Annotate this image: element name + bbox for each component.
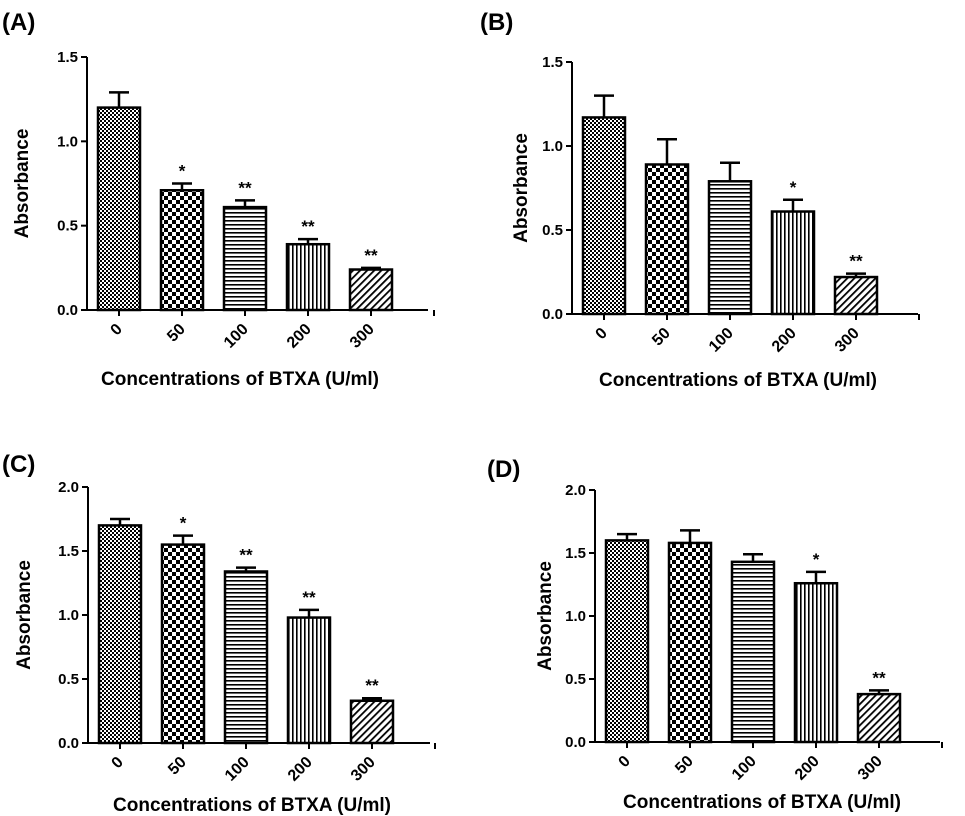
x-tick-label: 200 (284, 321, 315, 352)
x-axis-label: Concentrations of BTXA (U/ml) (623, 792, 901, 813)
x-tick-label: 200 (285, 754, 316, 785)
y-tick-label: 0.5 (57, 218, 78, 235)
y-tick-label: 0.0 (58, 735, 79, 752)
panel-label: (B) (480, 9, 513, 36)
chart-panel-b: (B) 0.0 0.5 1.0 1.5 Absorbance Concentrations … (480, 9, 920, 391)
bar-300 (348, 268, 394, 312)
y-tick-label: 1.0 (565, 608, 586, 625)
bar-100 (707, 180, 753, 316)
y-tick-label: 1.5 (565, 545, 586, 562)
x-tick-label: 100 (221, 321, 252, 352)
x-tick-label: 0 (616, 753, 634, 771)
bar-100 (222, 205, 268, 312)
y-tick-label: 0.5 (542, 222, 563, 239)
significance-marker: ** (849, 252, 863, 271)
x-tick-label: 50 (164, 321, 189, 346)
x-tick-label: 200 (769, 325, 800, 356)
x-tick-label: 100 (729, 753, 760, 784)
y-tick-label: 1.5 (58, 543, 79, 560)
bar-300 (349, 699, 395, 745)
y-tick-label: 2.0 (565, 482, 586, 499)
significance-marker: * (179, 162, 186, 181)
y-tick-label: 2.0 (58, 479, 79, 496)
x-tick-label: 50 (649, 325, 674, 350)
x-tick-label: 200 (792, 753, 823, 784)
panel-label: (A) (2, 9, 35, 36)
bar-0 (604, 539, 650, 744)
bar-0 (97, 524, 143, 745)
bar-300 (833, 275, 879, 316)
x-tick-label: 100 (222, 754, 253, 785)
y-tick-label: 0.5 (58, 671, 79, 688)
bar-50 (160, 543, 206, 745)
y-axis-label: Absorbance (535, 561, 556, 671)
bar-100 (730, 560, 776, 744)
bar-0 (581, 116, 627, 316)
y-tick-label: 1.5 (542, 54, 563, 71)
bar-300 (856, 692, 902, 744)
chart-panel-d: (D) 0.0 0.5 1.0 1.5 2.0 Absorbance Concentratio… (487, 456, 943, 813)
x-axis-label: Concentrations of BTXA (U/ml) (101, 369, 379, 390)
y-tick-label: 0.0 (565, 734, 586, 751)
bar-200 (793, 581, 839, 744)
y-tick-label: 1.0 (542, 138, 563, 155)
x-axis-label: Concentrations of BTXA (U/ml) (113, 795, 391, 816)
bar-200 (285, 242, 331, 312)
x-tick-label: 0 (108, 321, 126, 339)
y-tick-label: 1.5 (57, 49, 78, 66)
bar-50 (159, 188, 205, 312)
chart-panel-c: (C) 0.0 0.5 1.0 1.5 2.0 Absorbance Concentratio… (2, 451, 436, 816)
significance-marker: ** (364, 246, 378, 265)
significance-marker: * (813, 550, 820, 569)
chart-panel-a: (A) 0.0 0.5 1.0 1.5 Absorbance Concentrations … (2, 9, 435, 390)
x-tick-label: 50 (672, 753, 697, 778)
panel-label: (C) (2, 451, 35, 478)
x-tick-label: 300 (348, 754, 379, 785)
significance-marker: ** (239, 546, 253, 565)
significance-marker: ** (872, 668, 886, 687)
x-tick-label: 0 (109, 754, 127, 772)
bar-200 (286, 616, 332, 745)
y-tick-label: 0.0 (57, 302, 78, 319)
y-axis-label: Absorbance (12, 129, 33, 239)
y-tick-label: 1.0 (57, 133, 78, 150)
bar-200 (770, 210, 816, 316)
significance-marker: * (790, 178, 797, 197)
significance-marker: * (180, 514, 187, 533)
y-tick-label: 1.0 (58, 607, 79, 624)
significance-marker: ** (238, 178, 252, 197)
bar-0 (96, 106, 142, 312)
x-tick-label: 300 (855, 753, 886, 784)
y-axis-label: Absorbance (511, 133, 532, 243)
x-tick-label: 300 (832, 325, 863, 356)
y-axis-label: Absorbance (14, 560, 35, 670)
bar-50 (644, 163, 690, 316)
x-axis-label: Concentrations of BTXA (U/ml) (599, 370, 877, 391)
x-tick-label: 50 (165, 754, 190, 779)
y-tick-label: 0.0 (542, 306, 563, 323)
y-tick-label: 0.5 (565, 671, 586, 688)
bar-50 (667, 541, 713, 744)
x-tick-label: 100 (706, 325, 737, 356)
bar-100 (223, 570, 269, 745)
significance-marker: ** (301, 217, 315, 236)
x-tick-label: 300 (347, 321, 378, 352)
significance-marker: ** (365, 676, 379, 695)
significance-marker: ** (302, 588, 316, 607)
panel-label: (D) (487, 456, 520, 483)
x-tick-label: 0 (593, 325, 611, 343)
